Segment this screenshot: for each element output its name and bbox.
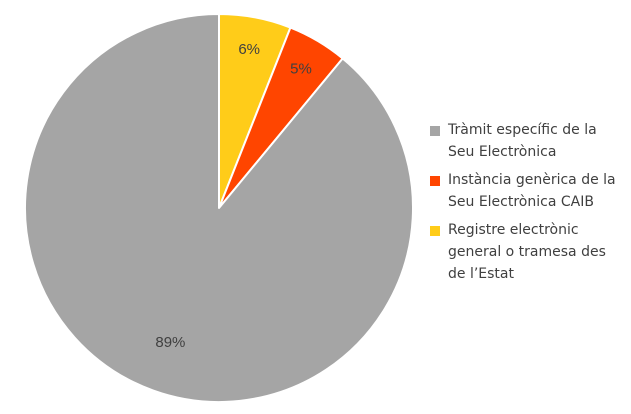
legend-item-1: Instància genèrica de la Seu Electrònica … xyxy=(430,169,630,213)
legend-label-1-line-0: Instància genèrica de la xyxy=(448,172,616,188)
legend-swatch-1 xyxy=(430,176,440,186)
legend-label-2-line-1: general o tramesa des xyxy=(448,244,606,260)
pie-slice-0 xyxy=(24,13,414,403)
legend-swatch-0 xyxy=(430,126,440,136)
slice-data-label-2: 6% xyxy=(238,41,260,58)
legend-swatch-2 xyxy=(430,226,440,236)
legend-label-2-line-2: de l’Estat xyxy=(448,266,514,282)
slice-data-label-0: 89% xyxy=(155,334,185,351)
legend-item-0: Tràmit específic de la Seu Electrònica xyxy=(430,119,630,163)
legend-item-2: Registre electrònic general o tramesa des… xyxy=(430,219,630,285)
legend-label-1-line-1: Seu Electrònica CAIB xyxy=(448,194,594,210)
legend-label-0-line-1: Seu Electrònica xyxy=(448,144,557,160)
legend-label-0-line-0: Tràmit específic de la xyxy=(448,122,597,138)
legend-label-2-line-0: Registre electrònic xyxy=(448,222,579,238)
slice-data-label-1: 5% xyxy=(290,60,312,77)
legend: Tràmit específic de la Seu Electrònica Ins… xyxy=(430,119,630,291)
